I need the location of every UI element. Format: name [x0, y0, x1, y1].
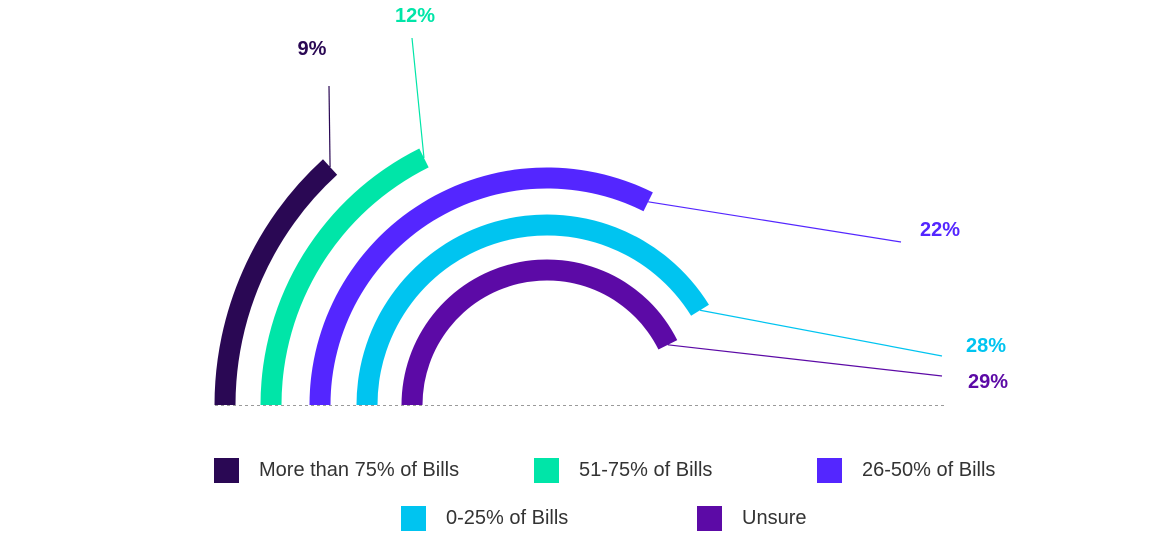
leader-line-26-50-of-bills	[648, 201, 902, 243]
leader-line-group	[328, 37, 943, 377]
leader-line-more-than-75-of-bills	[328, 85, 331, 168]
arc-bar-51-75-of-bills	[260, 148, 429, 406]
arc-bar-unsure	[401, 259, 678, 405]
arc-bar-0-25-of-bills	[356, 214, 709, 405]
arc-bar-more-than-75-of-bills	[214, 159, 338, 405]
arc-bar-26-50-of-bills	[309, 167, 653, 405]
leader-line-unsure	[667, 344, 943, 377]
leader-line-0-25-of-bills	[699, 309, 943, 357]
value-label-group: 9% 12% 22% 28% 29%	[298, 5, 1009, 393]
value-label-more-than-75-of-bills: 9%	[298, 38, 327, 60]
value-label-unsure: 29%	[968, 371, 1008, 393]
leader-line-51-75-of-bills	[411, 37, 425, 158]
value-label-51-75-of-bills: 12%	[395, 5, 435, 27]
value-label-0-25-of-bills: 28%	[966, 335, 1006, 357]
arc-group	[214, 148, 709, 406]
value-label-26-50-of-bills: 22%	[920, 219, 960, 241]
